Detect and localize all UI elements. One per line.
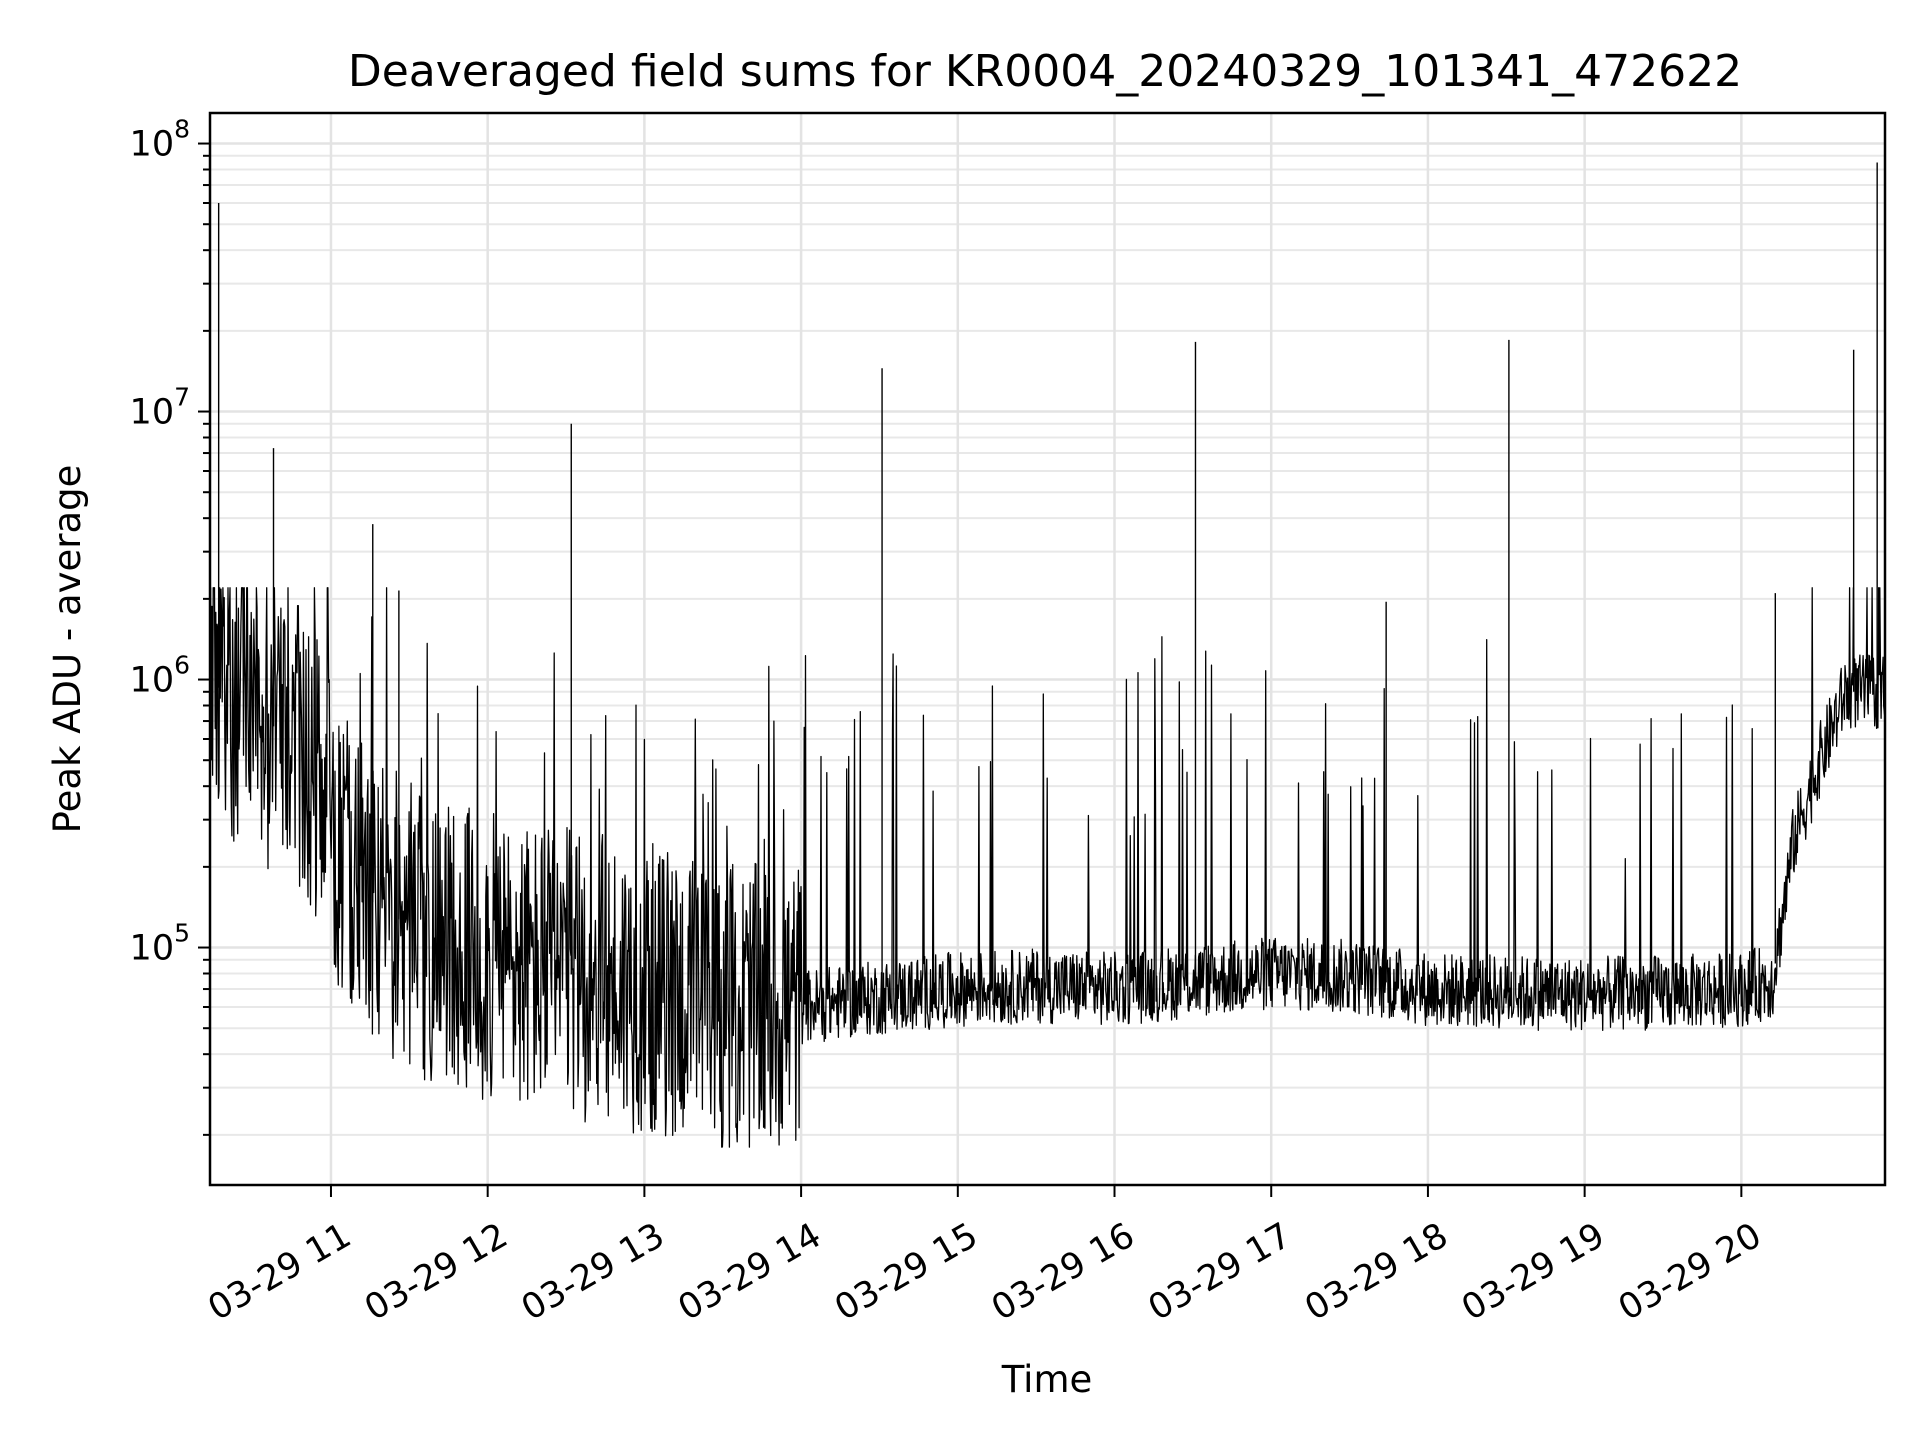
y-axis-label: Peak ADU - average xyxy=(46,465,89,834)
y-tick-label: 108 xyxy=(130,115,190,165)
plot-frame xyxy=(208,111,1887,1187)
chart-title: Deaveraged field sums for KR0004_2024032… xyxy=(348,46,1742,97)
y-axis: 105 106 107 108 xyxy=(130,115,210,1136)
x-axis-label: Time xyxy=(1001,1358,1093,1401)
series-group xyxy=(209,162,1886,1148)
y-tick-label: 107 xyxy=(130,383,190,433)
series-line xyxy=(209,587,1886,1148)
y-tick-label: 106 xyxy=(130,651,190,701)
y-tick-label: 105 xyxy=(130,919,190,969)
